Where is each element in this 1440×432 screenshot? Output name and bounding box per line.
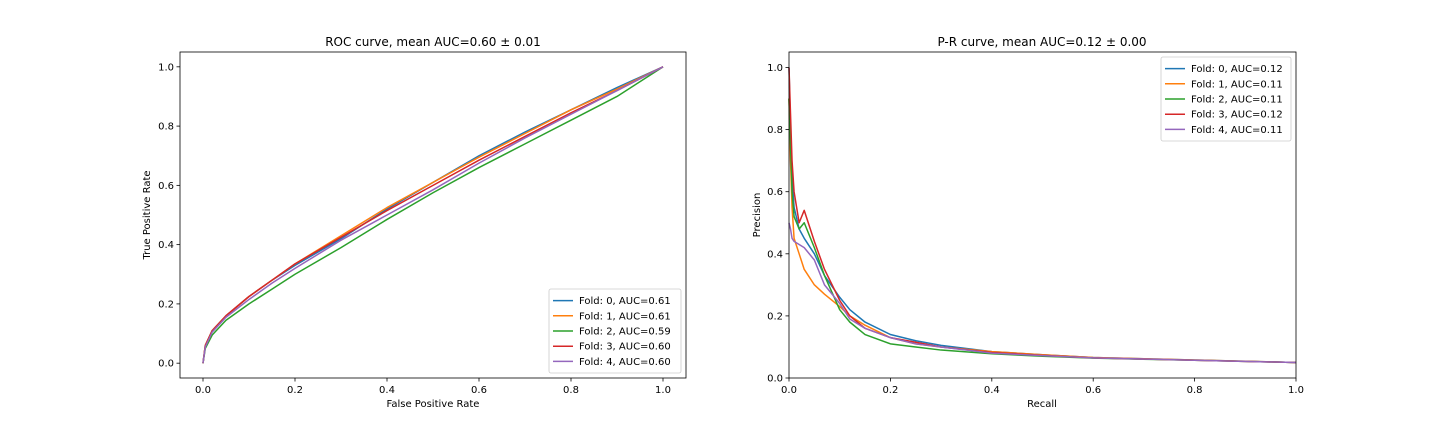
roc-axes-frame — [179, 51, 687, 379]
pr-y-tick-label-2: 0.4 — [767, 249, 783, 260]
pr-legend-label-4: Fold: 4, AUC=0.11 — [1191, 125, 1283, 136]
roc-x-axis-label: False Positive Rate — [387, 399, 480, 410]
roc-legend-label-2: Fold: 2, AUC=0.59 — [579, 327, 671, 338]
pr-x-tick-label-5: 1.0 — [1288, 385, 1304, 396]
roc-series-line-2 — [202, 66, 664, 364]
pr-series-layer — [788, 67, 1297, 364]
pr-legend: Fold: 0, AUC=0.12 Fold: 1, AUC=0.11 Fold: … — [1160, 56, 1292, 142]
pr-legend-label-2: Fold: 2, AUC=0.11 — [1191, 95, 1283, 106]
roc-x-tick-label-5: 1.0 — [655, 385, 671, 396]
pr-y-tick-label-1: 0.2 — [767, 311, 783, 322]
pr-y-tick-label-5: 1.0 — [767, 63, 783, 74]
roc-legend-label-3: Fold: 3, AUC=0.60 — [579, 342, 671, 353]
pr-series-line-4 — [788, 222, 1297, 364]
roc-x-tick-label-0: 0.0 — [195, 385, 211, 396]
pr-x-tick-label-2: 0.4 — [984, 385, 1000, 396]
roc-y-tick-label-2: 0.4 — [158, 240, 174, 251]
roc-series-line-4 — [202, 66, 664, 364]
roc-legend-box — [548, 288, 682, 374]
roc-y-tick-label-0: 0.0 — [158, 359, 174, 370]
pr-x-tick-label-3: 0.6 — [1085, 385, 1101, 396]
roc-x-tick-label-1: 0.2 — [287, 385, 303, 396]
pr-x-tick-label-4: 0.8 — [1187, 385, 1203, 396]
pr-ticks-layer: 0.0 0.2 0.4 0.6 0.8 1.0 0.0 0.2 0.4 0.6 0.8 1.0 — [767, 63, 1304, 396]
roc-chart: ROC curve, mean AUC=0.60 ± 0.01 0.0 0.2 0.… — [142, 35, 687, 410]
pr-x-tick-label-0: 0.0 — [781, 385, 797, 396]
pr-y-tick-label-3: 0.6 — [767, 187, 783, 198]
pr-x-axis-label: Recall — [1027, 399, 1057, 410]
roc-x-tick-label-4: 0.8 — [563, 385, 579, 396]
roc-y-tick-label-5: 1.0 — [158, 62, 174, 73]
roc-series-line-3 — [202, 66, 664, 364]
pr-legend-label-1: Fold: 1, AUC=0.11 — [1191, 79, 1283, 90]
pr-y-axis-label: Precision — [752, 193, 763, 238]
pr-axes-frame — [788, 51, 1297, 379]
roc-ticks-layer: 0.0 0.2 0.4 0.6 0.8 1.0 0.0 0.2 0.4 0.6 0.8 1.0 — [158, 62, 671, 396]
pr-y-tick-label-4: 0.8 — [767, 125, 783, 136]
roc-y-tick-label-4: 0.8 — [158, 122, 174, 133]
roc-x-tick-label-2: 0.4 — [379, 385, 395, 396]
pr-x-tick-label-1: 0.2 — [882, 385, 898, 396]
pr-legend-label-3: Fold: 3, AUC=0.12 — [1191, 110, 1283, 121]
pr-y-tick-label-0: 0.0 — [767, 374, 783, 385]
pr-legend-box — [1160, 56, 1292, 142]
roc-legend-label-0: Fold: 0, AUC=0.61 — [579, 296, 671, 307]
roc-legend: Fold: 0, AUC=0.61 Fold: 1, AUC=0.61 Fold: … — [548, 288, 682, 374]
roc-legend-label-4: Fold: 4, AUC=0.60 — [579, 357, 671, 368]
roc-title: ROC curve, mean AUC=0.60 ± 0.01 — [325, 35, 541, 49]
roc-y-axis-label: True Positive Rate — [142, 170, 153, 260]
roc-x-tick-label-3: 0.6 — [471, 385, 487, 396]
roc-y-tick-label-1: 0.2 — [158, 299, 174, 310]
roc-y-tick-label-3: 0.6 — [158, 181, 174, 192]
pr-legend-label-0: Fold: 0, AUC=0.12 — [1191, 64, 1283, 75]
pr-chart: P-R curve, mean AUC=0.12 ± 0.00 0.0 0.2 0.… — [752, 35, 1304, 410]
roc-series-layer — [202, 66, 664, 364]
roc-legend-label-1: Fold: 1, AUC=0.61 — [579, 311, 671, 322]
pr-title: P-R curve, mean AUC=0.12 ± 0.00 — [937, 35, 1146, 49]
